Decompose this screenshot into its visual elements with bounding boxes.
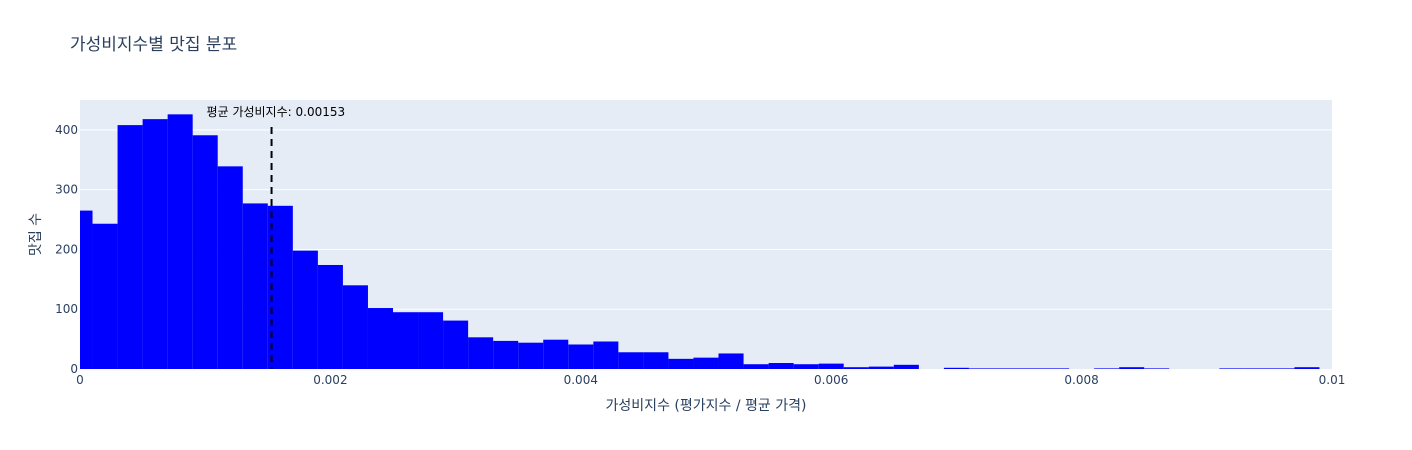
y-tick-label: 200 bbox=[55, 242, 78, 256]
histogram-bar bbox=[92, 223, 118, 369]
histogram-bar bbox=[1219, 368, 1245, 369]
histogram-bars bbox=[80, 114, 1320, 370]
histogram-bar bbox=[367, 308, 393, 369]
histogram-bar bbox=[167, 114, 193, 369]
histogram-bar bbox=[943, 367, 969, 369]
x-tick-label: 0.002 bbox=[313, 373, 347, 387]
histogram-bar bbox=[743, 364, 769, 369]
histogram-bar bbox=[1269, 368, 1295, 369]
y-axis-ticks: 0 100 200 300 400 bbox=[55, 123, 78, 376]
histogram-bar bbox=[317, 264, 343, 369]
histogram-bar bbox=[117, 125, 143, 370]
x-tick-label: 0 bbox=[76, 373, 84, 387]
histogram-bar bbox=[718, 353, 744, 369]
x-axis-ticks: 0 0.002 0.004 0.006 0.008 0.01 bbox=[76, 373, 1345, 387]
histogram-bar bbox=[793, 364, 819, 369]
histogram-bar bbox=[593, 341, 619, 369]
histogram-bar bbox=[80, 210, 93, 369]
histogram-bar bbox=[1144, 368, 1170, 369]
histogram-bar bbox=[768, 363, 794, 369]
histogram-bar bbox=[818, 363, 844, 369]
histogram-bar bbox=[242, 203, 268, 369]
y-tick-label: 400 bbox=[55, 123, 78, 137]
histogram-bar bbox=[1119, 367, 1145, 369]
histogram-bar bbox=[1294, 367, 1320, 369]
x-tick-label: 0.004 bbox=[564, 373, 598, 387]
histogram-bar bbox=[1044, 368, 1070, 369]
histogram-bar bbox=[568, 344, 594, 369]
x-tick-label: 0.006 bbox=[814, 373, 848, 387]
mean-annotation: 평균 가성비지수: 0.00153 bbox=[207, 105, 346, 119]
histogram-bar bbox=[142, 119, 168, 369]
histogram-bar bbox=[418, 312, 444, 369]
histogram-bar bbox=[993, 368, 1019, 369]
histogram-bar bbox=[443, 320, 469, 369]
histogram-bar bbox=[192, 135, 218, 369]
y-tick-label: 0 bbox=[70, 362, 78, 376]
histogram-bar bbox=[968, 368, 994, 369]
histogram-bar bbox=[493, 340, 519, 369]
histogram-bar bbox=[668, 358, 694, 369]
histogram-bar bbox=[292, 250, 318, 369]
histogram-bar bbox=[868, 366, 894, 369]
histogram-bar bbox=[1019, 368, 1045, 369]
histogram-bar bbox=[518, 342, 544, 369]
histogram-bar bbox=[217, 166, 243, 369]
y-tick-label: 300 bbox=[55, 183, 78, 197]
histogram-bar bbox=[393, 312, 419, 369]
x-tick-label: 0.01 bbox=[1319, 373, 1346, 387]
histogram-bar bbox=[893, 364, 919, 369]
y-tick-label: 100 bbox=[55, 302, 78, 316]
histogram-bar bbox=[1244, 368, 1270, 369]
histogram-bar bbox=[693, 357, 719, 369]
x-axis-title: 가성비지수 (평가지수 / 평균 가격) bbox=[606, 398, 807, 414]
histogram-bar bbox=[543, 339, 569, 369]
histogram-bar bbox=[468, 337, 494, 369]
histogram-bar bbox=[843, 367, 869, 369]
histogram-bar bbox=[643, 352, 669, 369]
histogram-bar bbox=[1094, 368, 1120, 369]
chart-title: 가성비지수별 맛집 분포 bbox=[70, 35, 237, 55]
histogram-bar bbox=[342, 285, 368, 369]
x-tick-label: 0.008 bbox=[1064, 373, 1098, 387]
histogram-bar bbox=[618, 352, 644, 369]
y-axis-title: 맛집 수 bbox=[28, 213, 44, 256]
